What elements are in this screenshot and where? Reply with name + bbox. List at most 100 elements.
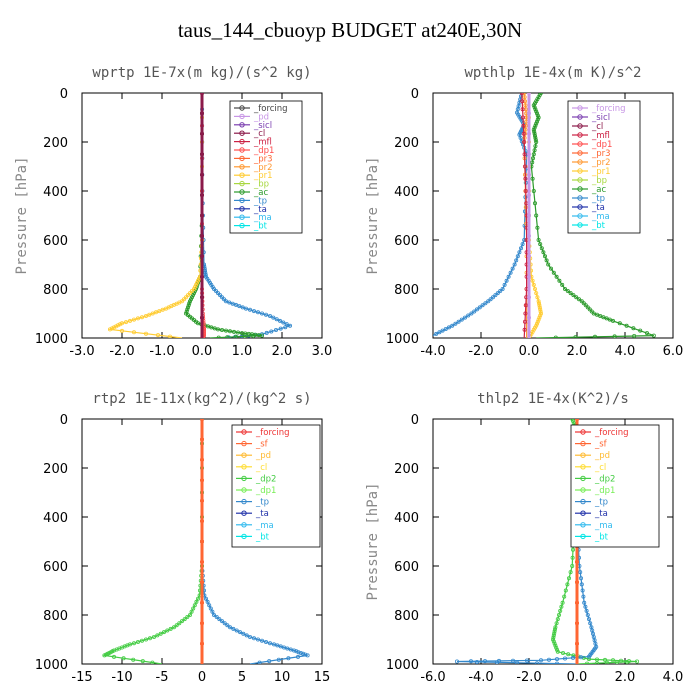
series-point	[619, 658, 624, 663]
series-point	[538, 307, 543, 312]
series-point	[165, 628, 170, 633]
series-point	[536, 237, 541, 242]
series-point	[181, 297, 186, 302]
legend-label: _dp2	[594, 474, 615, 484]
series-point	[135, 316, 140, 321]
legend-label: _ma	[591, 212, 610, 222]
series-point	[525, 658, 530, 663]
series-point	[234, 334, 238, 338]
series-point	[624, 323, 629, 328]
series-point	[143, 637, 148, 642]
series-point	[210, 609, 215, 614]
series-point	[532, 129, 537, 134]
legend-marker	[241, 522, 247, 528]
series-point	[553, 335, 558, 338]
legend-marker	[239, 122, 245, 128]
series-point	[593, 334, 597, 338]
series-point	[243, 306, 248, 311]
series-point	[611, 658, 616, 663]
series-point	[527, 111, 532, 116]
series-point	[187, 291, 192, 296]
series-point	[199, 580, 204, 585]
legend-label: _ta	[594, 509, 608, 519]
series-point	[587, 307, 592, 312]
series-point	[475, 660, 479, 664]
series-point	[223, 299, 228, 304]
series-point	[271, 315, 276, 320]
series-point	[120, 321, 125, 326]
series-point	[584, 608, 589, 613]
series-point	[483, 301, 488, 306]
series-point	[234, 628, 239, 633]
series-point	[472, 309, 477, 314]
series-point	[533, 286, 538, 291]
series-point	[203, 270, 208, 275]
series-point	[160, 307, 165, 312]
x-tick-label: -6.0	[420, 670, 445, 685]
series-point	[211, 613, 216, 618]
legend-marker	[241, 464, 247, 470]
series-point	[554, 274, 559, 279]
series-point	[150, 311, 155, 316]
y-tick-label: 0	[60, 413, 68, 428]
series-point	[523, 188, 528, 193]
series-point	[114, 324, 119, 329]
series-point	[595, 312, 600, 317]
series-point	[203, 596, 208, 601]
series-point	[225, 623, 230, 628]
series-point	[520, 99, 525, 104]
y-tick-label: 1000	[386, 332, 419, 347]
series-point	[187, 301, 192, 306]
y-axis-label: Pressure [hPa]	[365, 156, 381, 274]
series-point	[534, 139, 539, 144]
y-tick-label: 800	[43, 609, 68, 624]
series-point	[539, 311, 544, 316]
legend-label: _ta	[253, 205, 267, 215]
series-point	[466, 313, 471, 318]
series-point	[587, 657, 592, 662]
series-point	[579, 582, 584, 587]
series-point	[127, 318, 132, 323]
series-point	[549, 266, 554, 271]
legend-label: _ac	[591, 185, 606, 195]
series-point	[571, 655, 576, 660]
legend-marker	[239, 105, 245, 111]
series-point	[575, 600, 580, 605]
y-tick-label: 600	[43, 560, 68, 575]
series-point	[554, 621, 559, 626]
series-point	[189, 295, 194, 300]
series-point	[537, 305, 542, 310]
series-point	[579, 299, 584, 304]
legend-label: _bt	[255, 532, 270, 542]
legend-marker	[239, 113, 245, 120]
legend-marker	[241, 440, 247, 447]
series-point	[510, 658, 515, 663]
series-point	[570, 564, 575, 569]
series-point	[532, 148, 537, 153]
series-point	[581, 594, 586, 599]
series-point	[535, 119, 540, 124]
series-point	[185, 293, 190, 298]
series-point	[437, 330, 442, 335]
legend-label: _pd	[253, 112, 269, 122]
series-point	[281, 320, 286, 325]
series-point	[267, 641, 272, 646]
series-point	[486, 299, 491, 304]
series-point	[543, 254, 548, 259]
series-point	[434, 331, 439, 336]
series-point	[531, 156, 536, 161]
series-point	[575, 559, 580, 564]
series-point	[259, 333, 264, 338]
y-tick-label: 200	[394, 462, 419, 477]
series-point	[533, 201, 538, 206]
series-point	[534, 213, 539, 218]
series-point	[605, 660, 609, 664]
series-point	[589, 309, 594, 314]
series-point	[522, 93, 527, 95]
series-point	[118, 322, 123, 327]
series-point	[527, 193, 532, 198]
series-point	[536, 115, 541, 120]
series-point	[477, 305, 482, 310]
series-point	[583, 303, 588, 308]
legend-label: _tp	[591, 194, 605, 204]
